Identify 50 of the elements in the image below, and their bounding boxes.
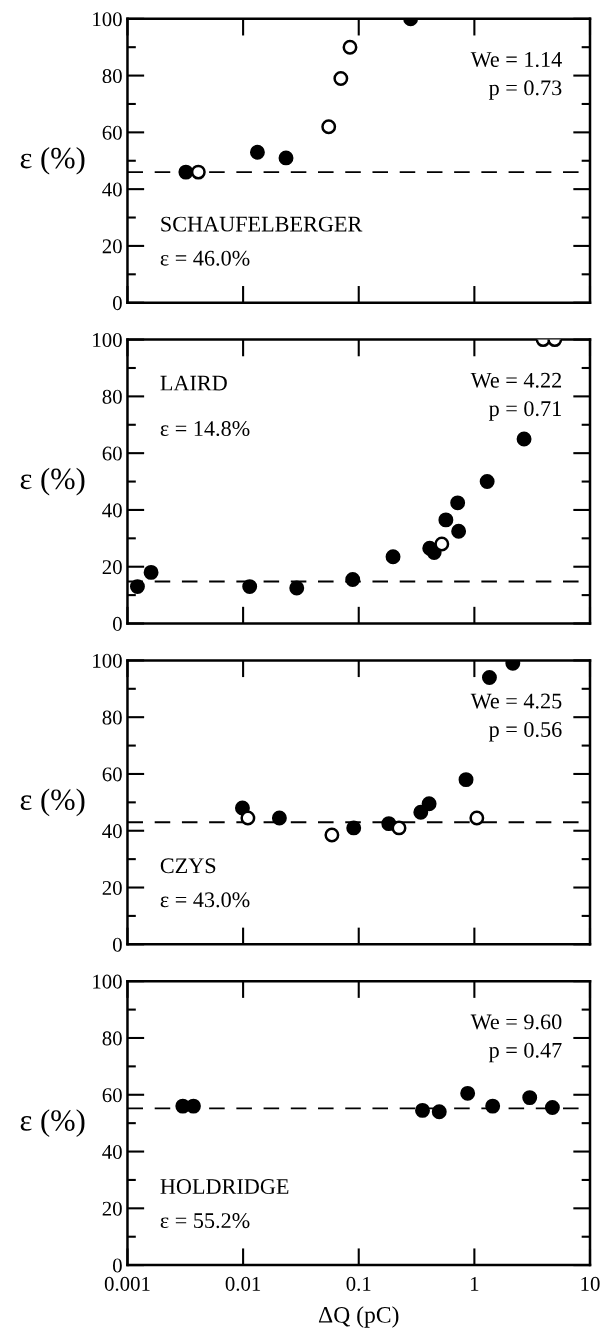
y-tick-label: 0 xyxy=(112,937,122,952)
x-tick-label: 0.001 xyxy=(104,1276,150,1291)
y-axis-title: ε (%) xyxy=(20,467,85,496)
annotation: We = 9.60 xyxy=(470,1014,562,1030)
x-axis-title: ΔQ (pC) xyxy=(318,1306,399,1328)
y-tick-label: 100 xyxy=(93,332,122,348)
annotation: We = 1.14 xyxy=(470,52,562,68)
y-tick-label: 40 xyxy=(102,824,122,839)
annotation: We = 4.25 xyxy=(470,693,562,709)
annotation: p = 0.71 xyxy=(488,401,561,421)
x-tick-label: 0.01 xyxy=(225,1276,261,1291)
y-tick-label: 80 xyxy=(102,710,122,725)
annotation: p = 0.47 xyxy=(488,1042,562,1063)
y-tick-label: 60 xyxy=(102,767,122,782)
text: SCHAUFELBERGER xyxy=(161,216,363,232)
ref-line-label: ε = 14.8% xyxy=(160,421,250,437)
annotation: p = 0.73 xyxy=(488,80,562,100)
y-tick-label: 20 xyxy=(102,1201,122,1216)
y-tick-label: 100 xyxy=(93,12,122,27)
x-tick-label: 10 xyxy=(581,1276,600,1291)
y-tick-label: 20 xyxy=(102,560,122,575)
x-tick-label: 0.1 xyxy=(346,1276,371,1291)
legend-label: ε = 46.0% xyxy=(160,250,250,266)
text: LAIRD xyxy=(160,375,227,391)
y-tick-label: 0 xyxy=(112,1258,122,1273)
y-tick-label: 100 xyxy=(93,974,122,989)
y-tick-label: 20 xyxy=(102,880,122,895)
y-tick-label: 60 xyxy=(102,1088,122,1103)
legend-label: ε = 55.2% xyxy=(160,1213,250,1229)
annotation: We = 4.22 xyxy=(470,372,562,388)
y-axis-title: ε (%) xyxy=(20,1109,85,1138)
y-tick-label: 100 xyxy=(93,653,122,668)
y-tick-label: 60 xyxy=(102,125,122,140)
y-tick-label: 80 xyxy=(102,1031,122,1046)
y-tick-label: 40 xyxy=(102,182,122,197)
text: CZYS xyxy=(160,858,216,874)
y-tick-label: 0 xyxy=(112,296,122,311)
y-tick-label: 80 xyxy=(102,389,122,404)
y-tick-label: 20 xyxy=(102,239,122,254)
x-tick-label: 1 xyxy=(470,1276,479,1291)
y-tick-label: 0 xyxy=(112,616,122,631)
legend-label: ε = 43.0% xyxy=(160,892,250,908)
annotation: p = 0.56 xyxy=(488,721,562,742)
y-tick-label: 60 xyxy=(102,446,122,461)
text: HOLDRIDGE xyxy=(160,1179,289,1195)
y-axis-title: ε (%) xyxy=(20,146,85,175)
y-axis-title: ε (%) xyxy=(20,788,85,817)
y-tick-label: 80 xyxy=(102,68,122,84)
y-tick-label: 40 xyxy=(102,503,122,518)
y-tick-label: 40 xyxy=(102,1144,122,1159)
